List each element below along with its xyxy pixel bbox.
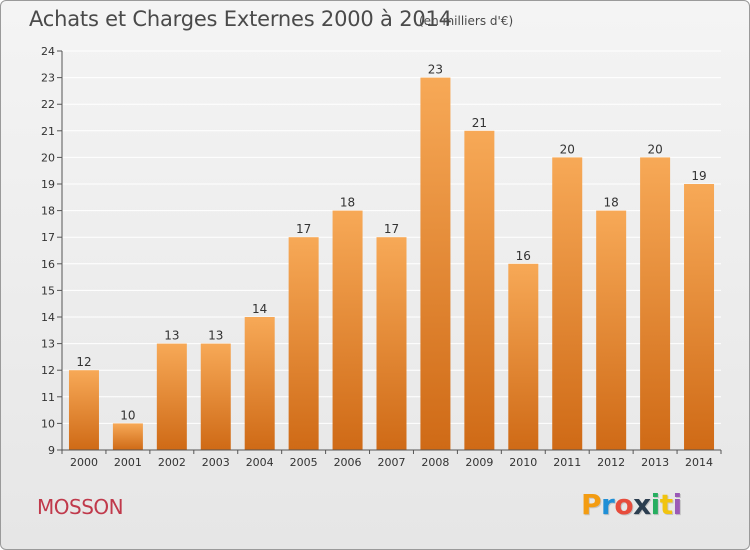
bar-2006 [332,210,363,450]
data-label-2002: 13 [164,329,179,343]
x-tick-label-2003: 2003 [202,456,230,469]
y-tick-label: 14 [41,311,55,324]
data-label-2008: 23 [428,63,443,77]
x-axis: 2000 2001 2002 2003 2004 2005 2006 2007 2008 2009… [61,449,722,469]
x-tick-label-2013: 2013 [641,456,669,469]
bar-2008 [420,77,451,450]
x-tick-label-2006: 2006 [334,456,362,469]
bar-2002 [156,343,187,450]
logo-letter: r [601,488,615,521]
y-tick-label: 12 [41,364,55,377]
y-tick-label: 10 [41,417,55,430]
bar-2003 [200,343,231,450]
logo-letter: t [659,488,673,521]
x-tick-label-2001: 2001 [114,456,142,469]
data-label-2006: 18 [340,196,355,210]
data-label-2012: 18 [604,196,619,210]
bar-2010 [508,263,539,450]
x-tick-label-2007: 2007 [378,456,406,469]
data-label-2005: 17 [296,222,311,236]
x-tick-label-2012: 2012 [597,456,625,469]
data-label-2014: 19 [691,169,706,183]
bars [68,77,715,451]
bar-2000 [68,370,99,450]
x-tick-label-2010: 2010 [509,456,537,469]
y-tick-label: 9 [48,444,55,457]
x-tick-label-2011: 2011 [553,456,581,469]
data-label-2007: 17 [384,222,399,236]
data-label-2001: 10 [120,408,135,422]
x-tick-label-2004: 2004 [246,456,274,469]
bar-2007 [376,237,407,450]
data-label-2011: 20 [560,142,575,156]
data-label-2009: 21 [472,116,487,130]
x-tick-label-2009: 2009 [465,456,493,469]
y-tick-label: 19 [41,178,55,191]
y-tick-label: 17 [41,231,55,244]
logo-letter: x [633,488,651,521]
y-tick-label: 18 [41,205,55,218]
logo-letter: i [672,488,683,521]
y-tick-label: 15 [41,284,55,297]
bar-2014 [684,184,715,450]
bar-2009 [464,130,495,451]
y-tick-label: 24 [41,45,55,58]
chart-subtitle: (en milliers d'€) [419,14,514,28]
data-label-2013: 20 [647,142,662,156]
y-tick-label: 21 [41,125,55,138]
x-tick-label-2005: 2005 [290,456,318,469]
bar-2004 [244,317,275,450]
proxiti-logo: Proxiti [581,488,682,521]
x-tick-label-2014: 2014 [685,456,713,469]
y-tick-label: 11 [41,391,55,404]
chart-title: Achats et Charges Externes 2000 à 2014 [29,7,452,31]
data-label-2010: 16 [516,249,531,263]
data-labels: 12 10 13 13 14 17 18 17 23 21 16 20 18 20 19 [76,63,706,423]
bar-2013 [640,157,671,450]
y-tick-label: 22 [41,98,55,111]
place-name: MOSSON [37,495,124,519]
data-label-2003: 13 [208,329,223,343]
data-label-2004: 14 [252,302,267,316]
y-tick-label: 16 [41,258,55,271]
logo-letter: i [650,488,661,521]
y-tick-label: 23 [41,72,55,85]
bar-2012 [596,210,627,450]
logo-letter: o [614,488,634,521]
bar-2011 [552,157,583,450]
x-tick-label-2008: 2008 [421,456,449,469]
y-tick-label: 13 [41,338,55,351]
logo-letter: P [581,488,602,521]
x-tick-label-2000: 2000 [70,456,98,469]
x-tick-label-2002: 2002 [158,456,186,469]
y-tick-label: 20 [41,151,55,164]
bar-2001 [112,423,143,450]
bar-2005 [288,237,319,450]
y-axis: 9 10 11 12 13 14 15 16 17 18 19 20 21 22 23 24 [41,45,63,457]
data-label-2000: 12 [76,355,91,369]
